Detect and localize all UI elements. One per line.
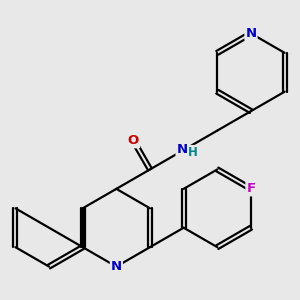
Text: N: N (111, 260, 122, 273)
Text: N: N (245, 27, 256, 40)
Text: N: N (176, 143, 188, 157)
Text: F: F (246, 182, 256, 195)
Text: H: H (188, 146, 198, 159)
Text: O: O (128, 134, 139, 147)
